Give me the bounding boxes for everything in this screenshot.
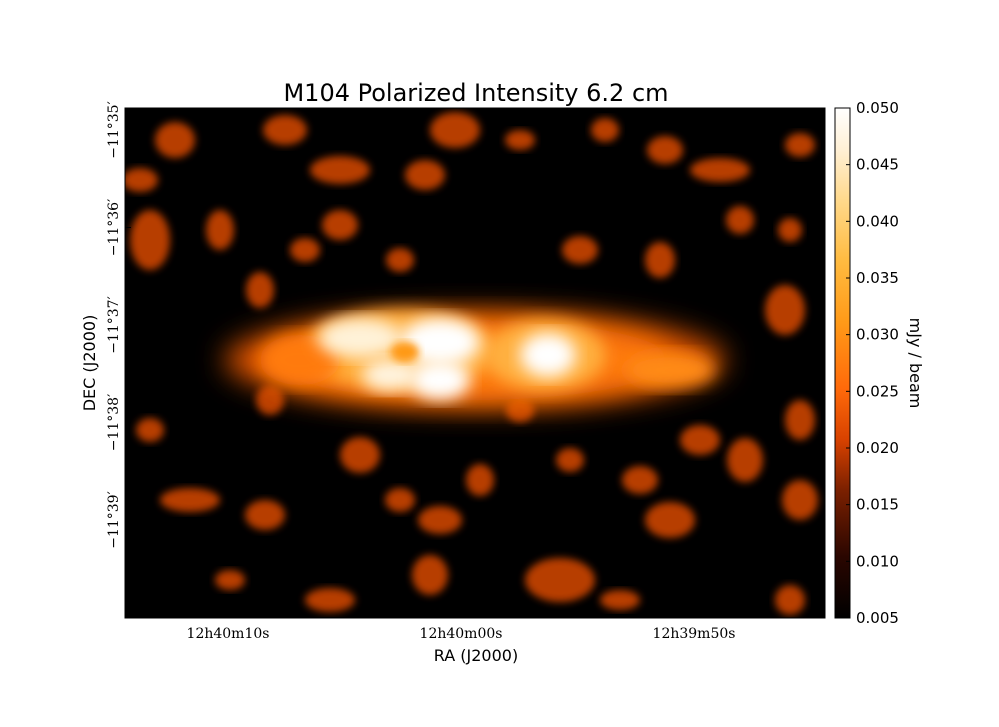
emission-blob — [290, 238, 320, 262]
emission-blob — [160, 488, 220, 512]
colorbar-tick-label: 0.035 — [856, 269, 899, 287]
y-tick-label: −11°39′ — [106, 491, 122, 549]
colorbar-tick-label: 0.030 — [856, 326, 899, 344]
colorbar-tick-label: 0.015 — [856, 496, 899, 514]
emission-blob — [785, 133, 815, 157]
emission-blob — [310, 156, 370, 184]
emission-blob — [525, 558, 595, 602]
emission-blob — [362, 359, 418, 391]
plot-frame — [124, 107, 826, 619]
colorbar-tick-label: 0.005 — [856, 609, 899, 627]
emission-blob — [645, 242, 675, 278]
y-tick-label: −11°36′ — [106, 199, 122, 257]
y-axis-label: DEC (J2000) — [80, 315, 99, 412]
y-axis: −11°35′ −11°36′ −11°37′ −11°38′ −11°39′ — [106, 101, 131, 549]
emission-blob — [130, 210, 170, 270]
emission-blob — [625, 352, 715, 388]
emission-blob — [775, 585, 805, 615]
emission-blob — [385, 488, 415, 512]
colorbar-tick-label: 0.045 — [856, 156, 899, 174]
emission-blob — [412, 555, 448, 595]
emission-blob — [215, 570, 245, 590]
x-tick-label: 12h40m10s — [187, 626, 270, 642]
emission-blob — [645, 502, 695, 538]
emission-blob — [765, 285, 805, 335]
emission-blob — [505, 130, 535, 150]
y-tick-label: −11°35′ — [106, 101, 122, 159]
emission-blob — [245, 500, 285, 530]
emission-blob — [600, 590, 640, 610]
colorbar-tick-label: 0.025 — [856, 382, 899, 400]
emission-blob — [246, 272, 274, 308]
emission-blob — [591, 118, 619, 142]
emission-blob — [466, 464, 494, 496]
emission-blob — [405, 160, 445, 190]
emission-blob — [260, 335, 340, 385]
x-axis: 12h40m10s 12h40m00s 12h39m50s — [187, 612, 736, 642]
x-tick-label: 12h39m50s — [653, 626, 736, 642]
emission-blob — [778, 218, 802, 242]
emission-blob — [622, 466, 658, 494]
emission-blob — [782, 480, 818, 520]
colorbar-tick-label: 0.050 — [856, 99, 899, 117]
emission-blob — [125, 168, 158, 192]
x-axis-label: RA (J2000) — [434, 646, 518, 665]
x-tick-label: 12h40m00s — [420, 626, 503, 642]
y-tick-label: −11°37′ — [106, 296, 122, 354]
emission-blob — [727, 438, 763, 482]
emission-blob — [305, 588, 355, 612]
emission-blob — [562, 236, 598, 264]
emission-blob — [680, 425, 720, 455]
chart-title: M104 Polarized Intensity 6.2 cm — [283, 79, 668, 107]
emission-blob — [318, 318, 402, 358]
emission-blob — [340, 437, 380, 473]
emission-blob — [726, 206, 754, 234]
emission-blob — [391, 342, 419, 362]
emission-blob — [520, 333, 576, 377]
emission-blob — [322, 210, 358, 240]
emission-blob — [400, 318, 480, 366]
colorbar-gradient — [834, 107, 851, 619]
emission-blob — [155, 122, 195, 158]
emission-blob — [206, 210, 234, 250]
colorbar-tick-label: 0.020 — [856, 439, 899, 457]
emission-blob — [136, 418, 164, 442]
emission-blob — [556, 448, 584, 472]
emission-blob — [410, 360, 470, 400]
colorbar-tick-label: 0.010 — [856, 552, 899, 570]
emission-blob — [690, 158, 750, 182]
colorbar-label: mJy / beam — [906, 318, 925, 409]
emission-blob — [263, 115, 307, 145]
colorbar-tick-label: 0.040 — [856, 212, 899, 230]
colorbar: 0.005 0.010 0.015 0.020 0.025 0.030 0.035 0.040… — [834, 99, 925, 627]
emission-blob — [647, 136, 683, 164]
heatmap-image — [124, 107, 826, 619]
emission-blob — [430, 112, 480, 148]
emission-blob — [256, 385, 284, 415]
emission-blob — [386, 248, 414, 272]
emission-blob — [785, 400, 815, 440]
y-tick-label: −11°38′ — [106, 394, 122, 452]
emission-blob — [418, 506, 462, 534]
